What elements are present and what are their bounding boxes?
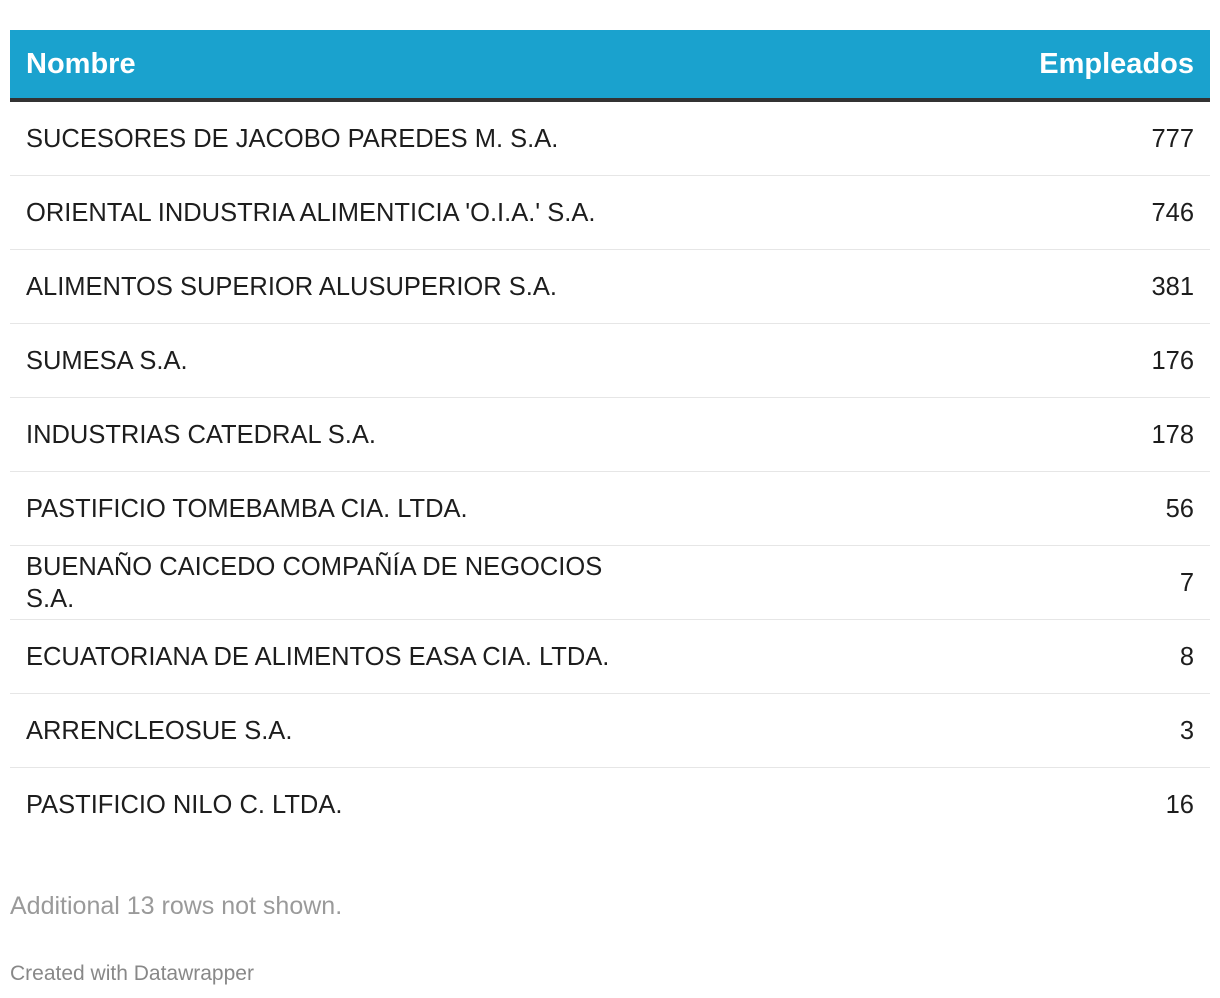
column-header-nombre[interactable]: Nombre xyxy=(10,30,940,102)
company-name: PASTIFICIO NILO C. LTDA. xyxy=(26,790,343,819)
table-row: ARRENCLEOSUE S.A. 3 xyxy=(10,693,1210,768)
cell-nombre: BUENAÑO CAICEDO COMPAÑÍA DE NEGOCIOS S.A… xyxy=(10,545,940,620)
company-name: SUCESORES DE JACOBO PAREDES M. S.A. xyxy=(26,124,559,153)
company-name: ALIMENTOS SUPERIOR ALUSUPERIOR S.A. xyxy=(26,272,557,301)
cell-nombre: SUCESORES DE JACOBO PAREDES M. S.A. xyxy=(10,100,940,176)
table-row: SUMESA S.A. 176 xyxy=(10,323,1210,398)
table-body: SUCESORES DE JACOBO PAREDES M. S.A. 777 OR… xyxy=(10,100,1210,841)
column-header-empleados[interactable]: Empleados xyxy=(939,30,1210,102)
table-row: ALIMENTOS SUPERIOR ALUSUPERIOR S.A. 381 xyxy=(10,249,1210,324)
company-name: BUENAÑO CAICEDO COMPAÑÍA DE NEGOCIOS S.A… xyxy=(26,552,603,613)
table-row: PASTIFICIO NILO C. LTDA. 16 xyxy=(10,768,1210,842)
cell-nombre: PASTIFICIO TOMEBAMBA CIA. LTDA. xyxy=(10,471,940,546)
cell-empleados: 8 xyxy=(939,619,1210,694)
cell-nombre: PASTIFICIO NILO C. LTDA. xyxy=(10,768,940,842)
company-name: INDUSTRIAS CATEDRAL S.A. xyxy=(26,420,376,449)
company-name: ECUATORIANA DE ALIMENTOS EASA CIA. LTDA. xyxy=(26,642,610,671)
cell-nombre: SUMESA S.A. xyxy=(10,323,940,398)
cell-nombre: ORIENTAL INDUSTRIA ALIMENTICIA 'O.I.A.' … xyxy=(10,175,940,250)
cell-empleados: 381 xyxy=(939,249,1210,324)
data-table-container: Nombre Empleados SUCESORES DE JACOBO PAR… xyxy=(10,30,1210,841)
table-header-row: Nombre Empleados xyxy=(10,30,1210,102)
cell-empleados: 777 xyxy=(939,100,1210,176)
cell-nombre: ARRENCLEOSUE S.A. xyxy=(10,693,940,768)
cell-empleados: 176 xyxy=(939,323,1210,398)
cell-nombre: ECUATORIANA DE ALIMENTOS EASA CIA. LTDA. xyxy=(10,619,940,694)
cell-empleados: 56 xyxy=(939,471,1210,546)
table-row: PASTIFICIO TOMEBAMBA CIA. LTDA. 56 xyxy=(10,471,1210,546)
cell-empleados: 746 xyxy=(939,175,1210,250)
data-table: Nombre Empleados SUCESORES DE JACOBO PAR… xyxy=(10,30,1210,841)
table-row: ORIENTAL INDUSTRIA ALIMENTICIA 'O.I.A.' … xyxy=(10,175,1210,250)
cell-empleados: 7 xyxy=(939,545,1210,620)
cell-nombre: INDUSTRIAS CATEDRAL S.A. xyxy=(10,397,940,472)
cell-nombre: ALIMENTOS SUPERIOR ALUSUPERIOR S.A. xyxy=(10,249,940,324)
cell-empleados: 3 xyxy=(939,693,1210,768)
company-name: ORIENTAL INDUSTRIA ALIMENTICIA 'O.I.A.' … xyxy=(26,198,596,227)
company-name: ARRENCLEOSUE S.A. xyxy=(26,716,293,745)
cell-empleados: 16 xyxy=(1165,790,1194,819)
table-row: INDUSTRIAS CATEDRAL S.A. 178 xyxy=(10,397,1210,472)
company-name: SUMESA S.A. xyxy=(26,346,188,375)
table-notes: Additional 13 rows not shown. xyxy=(10,892,343,920)
cell-empleados: 178 xyxy=(939,397,1210,472)
company-name: PASTIFICIO TOMEBAMBA CIA. LTDA. xyxy=(26,494,468,523)
table-row: ECUATORIANA DE ALIMENTOS EASA CIA. LTDA.… xyxy=(10,619,1210,694)
table-row: SUCESORES DE JACOBO PAREDES M. S.A. 777 xyxy=(10,100,1210,176)
credit-link[interactable]: Created with Datawrapper xyxy=(10,962,254,985)
table-row: BUENAÑO CAICEDO COMPAÑÍA DE NEGOCIOS S.A… xyxy=(10,545,1210,620)
